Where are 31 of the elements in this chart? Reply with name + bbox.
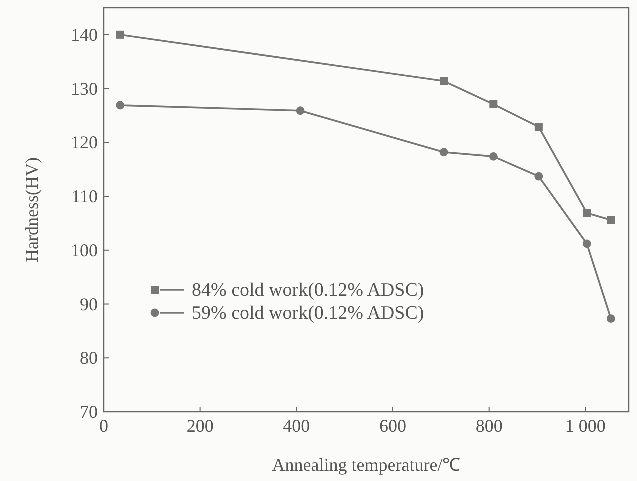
y-tick-label: 90 [80, 294, 98, 314]
y-tick-label: 140 [71, 24, 98, 45]
point [607, 216, 616, 224]
y-tick-label: 70 [80, 402, 98, 422]
point [534, 172, 544, 181]
x-axis-title: Annealing temperature/℃ [272, 455, 461, 475]
point [534, 123, 543, 132]
y-tick-label: 80 [80, 348, 98, 368]
x-tick-label: 800 [476, 416, 503, 436]
y-tick-label: 100 [71, 240, 98, 260]
y-tick-label: 130 [71, 78, 98, 99]
x-tick-label: 200 [186, 416, 214, 436]
point [489, 152, 498, 161]
x-tick-label: 400 [283, 416, 310, 436]
y-tick-label: 120 [71, 132, 98, 153]
point [296, 106, 305, 116]
x-tick-label: 0 [100, 416, 108, 436]
point [582, 240, 592, 248]
point [440, 77, 448, 86]
point [583, 209, 592, 218]
y-axis-title: Hardness(HV) [22, 158, 42, 262]
y-tick-label: 110 [72, 186, 98, 207]
point [116, 101, 125, 110]
point [440, 148, 448, 157]
point [116, 30, 124, 39]
legend-label: 84% cold work(0.12% ADSC) [192, 280, 424, 301]
x-tick-label: 600 [379, 416, 406, 436]
point [490, 100, 498, 108]
legend-label: 59% cold work(0.12% ADSC) [192, 303, 424, 324]
point [606, 314, 616, 324]
x-tick-label: 1 000 [565, 416, 606, 436]
